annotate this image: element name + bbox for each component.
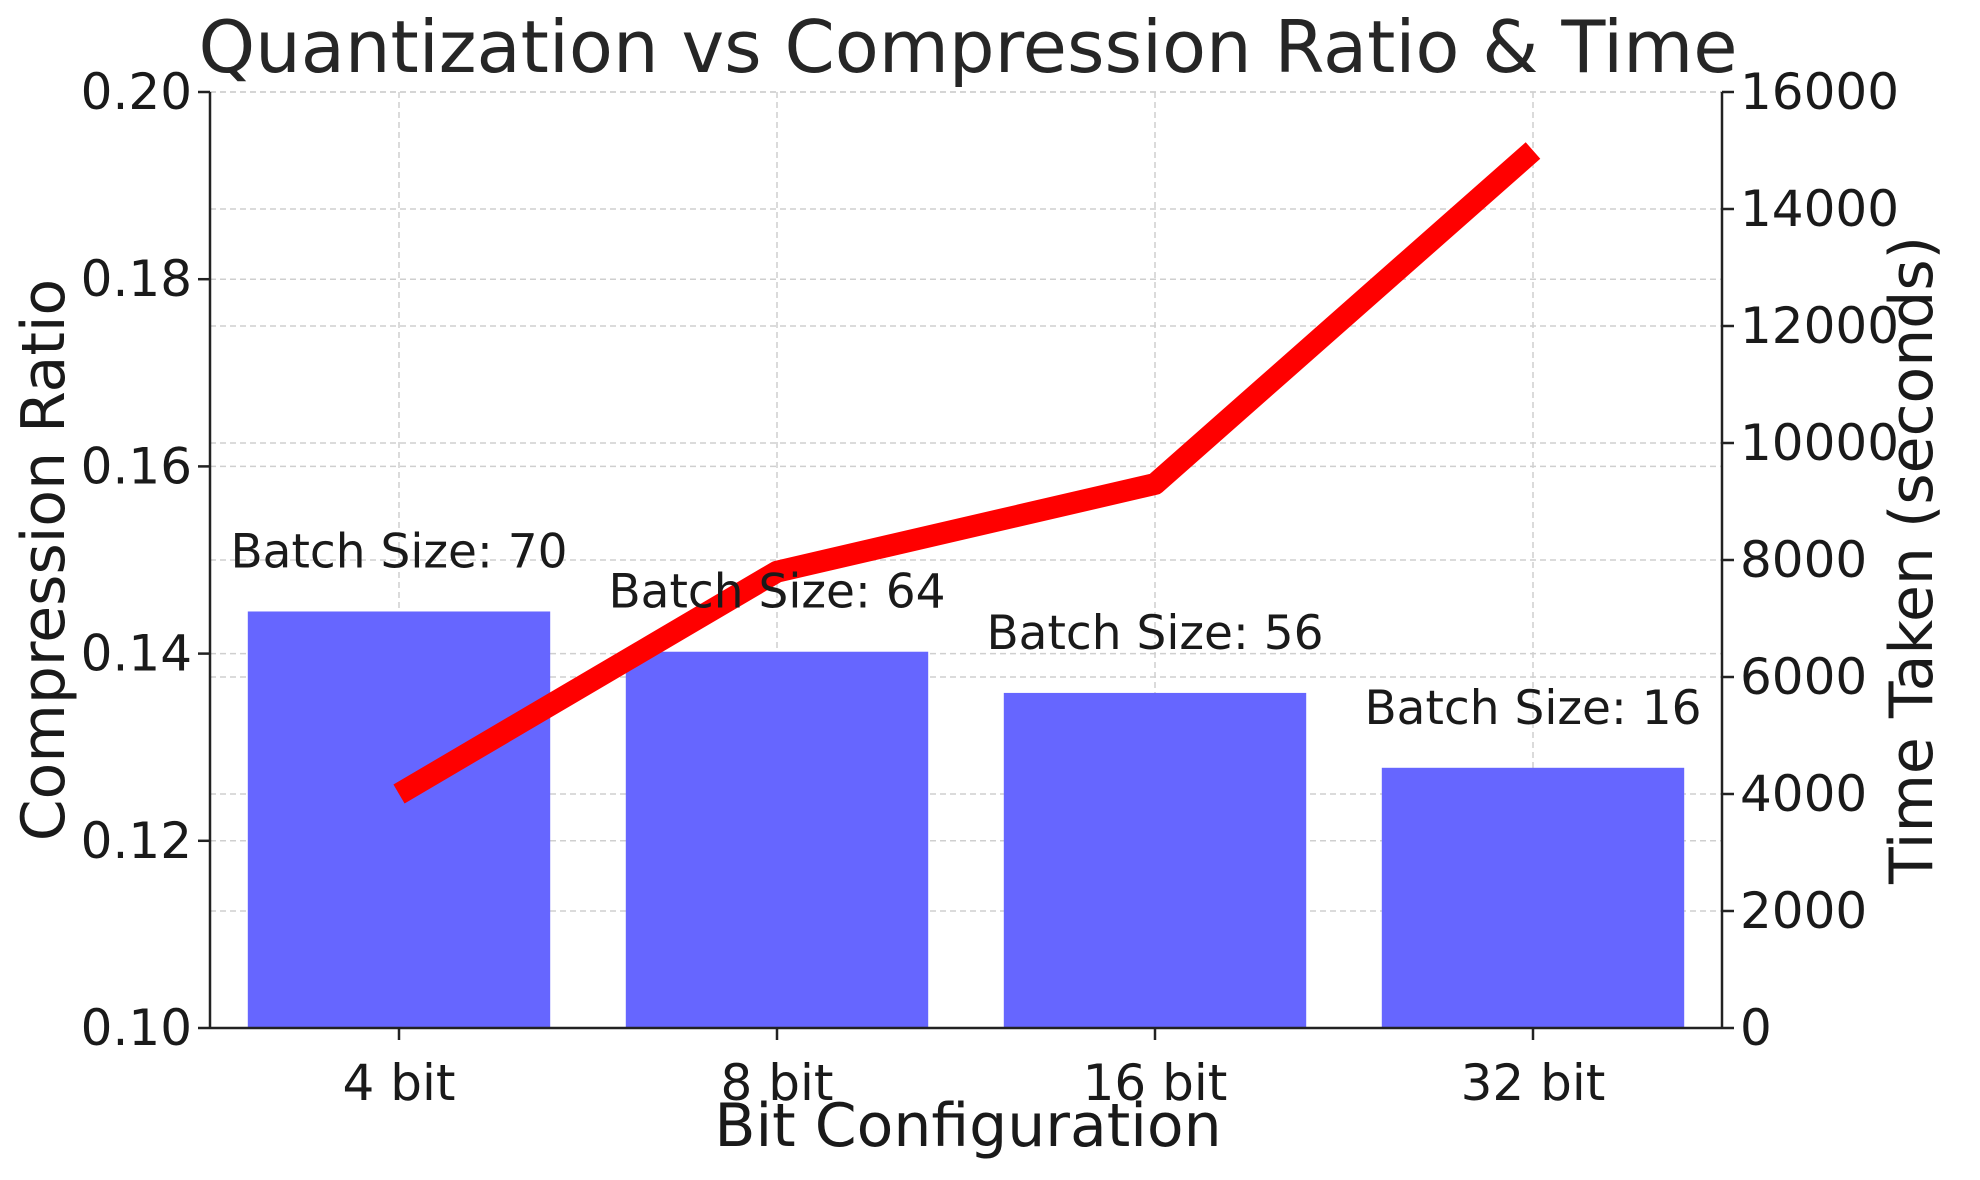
- y-tick-label-2: 0.14: [81, 625, 192, 683]
- y-axis-label: Compression Ratio: [9, 279, 79, 841]
- y-tick-label-4: 0.18: [81, 250, 192, 308]
- bar-3: [1381, 767, 1685, 1028]
- bar-annotation-2: Batch Size: 56: [986, 606, 1323, 661]
- bar-annotation-1: Batch Size: 64: [608, 565, 945, 620]
- y2-tick-label-0: 0: [1740, 999, 1772, 1057]
- x-tick-label-3: 32 bit: [1461, 1054, 1606, 1112]
- labels-layer: 0.10 0.12 0.14 0.16 0.18 0.20 0 2000 4000 6000 800…: [81, 63, 1899, 1112]
- bar-annotation-3: Batch Size: 16: [1364, 681, 1701, 736]
- y2-tick-label-3: 6000: [1740, 648, 1867, 706]
- y-tick-label-1: 0.12: [81, 812, 192, 870]
- bars-layer: [247, 611, 1685, 1028]
- y2-tick-label-4: 8000: [1740, 531, 1867, 589]
- y2-tick-label-5: 10000: [1740, 414, 1899, 472]
- x-tick-label-2: 16 bit: [1083, 1054, 1228, 1112]
- x-tick-label-0: 4 bit: [343, 1054, 456, 1112]
- chart-title: Quantization vs Compression Ratio & Time: [198, 5, 1737, 89]
- y2-tick-label-1: 2000: [1740, 882, 1867, 940]
- bar-0: [247, 611, 551, 1028]
- bar-annotation-0: Batch Size: 70: [230, 524, 567, 579]
- y-tick-label-5: 0.20: [81, 63, 192, 121]
- bar-1: [625, 651, 929, 1028]
- y2-tick-label-2: 4000: [1740, 765, 1867, 823]
- time-line: [393, 142, 1541, 804]
- x-tick-label-1: 8 bit: [721, 1054, 834, 1112]
- y-tick-label-3: 0.16: [81, 437, 192, 495]
- bar-2: [1003, 692, 1307, 1028]
- y2-tick-label-6: 12000: [1740, 297, 1899, 355]
- axes-layer: [198, 90, 1734, 1040]
- y-tick-label-0: 0.10: [81, 999, 192, 1057]
- y2-tick-label-7: 14000: [1740, 180, 1899, 238]
- y2-tick-label-8: 16000: [1740, 63, 1899, 121]
- line-layer: [393, 142, 1541, 804]
- x-axis-label: Bit Configuration: [714, 1091, 1221, 1161]
- y2-axis-label: Time Taken (seconds): [1877, 236, 1947, 885]
